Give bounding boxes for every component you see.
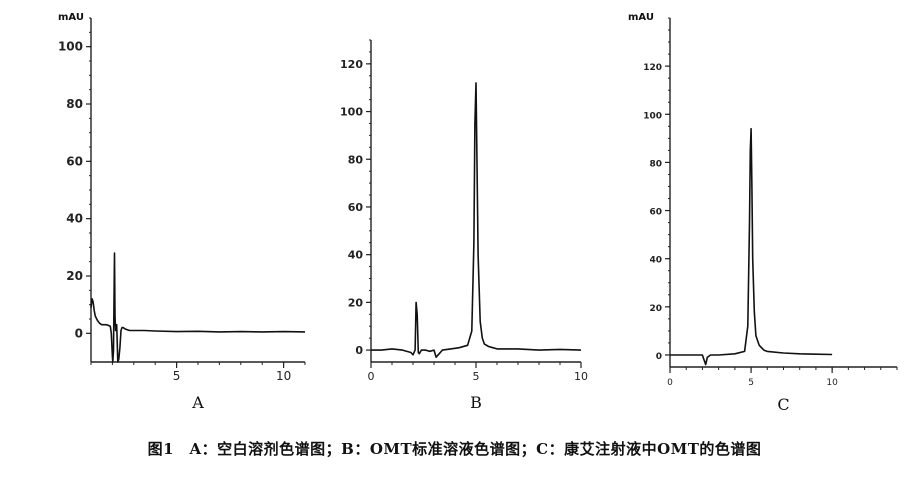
y-tick-label: 20: [348, 296, 364, 309]
y-tick-label: 0: [355, 344, 363, 357]
y-tick-label: 120: [643, 63, 662, 73]
x-tick-label: 0: [667, 378, 673, 388]
y-tick-label: 40: [348, 249, 364, 262]
chromatogram-trace: [90, 252, 306, 363]
y-unit-label: mAU: [58, 12, 84, 23]
x-tick-label: 10: [826, 378, 838, 388]
x-tick-label: 10: [574, 370, 588, 383]
x-tick-label: 5: [748, 378, 754, 388]
y-tick-label: 40: [66, 212, 83, 226]
x-tick-label: 5: [173, 369, 181, 383]
y-tick-label: 100: [643, 111, 662, 121]
chromatogram-trace: [371, 82, 582, 359]
panel-label: C: [777, 395, 789, 414]
chart-panel-c: 0 20 40 60 80 100 120 0 5 10 mAU C: [628, 12, 898, 414]
y-tick-label: 100: [340, 106, 363, 119]
y-tick-label: 80: [348, 153, 364, 166]
panel-label: A: [191, 393, 204, 412]
y-tick-label: 0: [656, 352, 662, 362]
y-tick-label: 60: [649, 208, 662, 218]
panel-label: B: [470, 393, 482, 412]
chart-panel-b: 0 20 40 60 80 100 120 0 5 10 B: [340, 39, 588, 412]
x-tick-label: 0: [368, 370, 375, 383]
x-tick-label: 10: [276, 369, 291, 383]
y-tick-label: 40: [649, 256, 662, 266]
y-tick-label: 60: [66, 154, 83, 168]
x-tick-label: 5: [473, 370, 480, 383]
chromatogram-trace: [670, 127, 833, 366]
figure-caption: 图1 A：空白溶剂色谱图；B：OMT标准溶液色谱图；C：康艾注射液中OMT的色谱…: [147, 440, 762, 458]
chart-panel-a: 0 20 40 60 80 100 5 10 mAU A: [58, 12, 306, 412]
y-tick-label: 0: [75, 326, 83, 340]
y-tick-label: 80: [649, 159, 662, 169]
y-tick-label: 120: [340, 58, 363, 71]
y-tick-label: 20: [66, 269, 83, 283]
y-unit-label: mAU: [628, 12, 654, 23]
y-tick-label: 100: [58, 40, 83, 54]
y-tick-label: 20: [649, 304, 662, 314]
y-tick-label: 60: [348, 201, 364, 214]
y-tick-label: 80: [66, 97, 83, 111]
